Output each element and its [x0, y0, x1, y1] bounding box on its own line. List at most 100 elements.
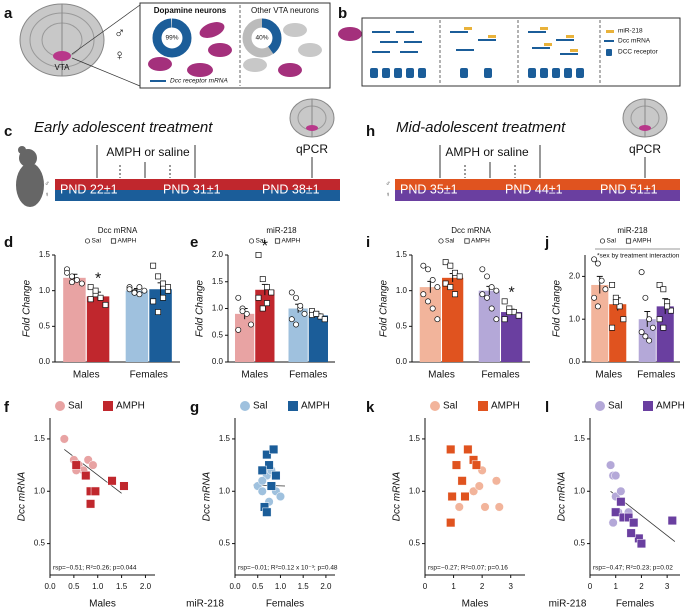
- data-point: [293, 321, 299, 328]
- data-point: [420, 291, 427, 298]
- data-point: [165, 284, 171, 291]
- data-point: [126, 286, 133, 293]
- legend-text: AMPH: [282, 238, 301, 245]
- data-point: [451, 460, 461, 470]
- y-axis-label: Dcc mRNA: [17, 471, 28, 521]
- panel-label: l: [545, 399, 549, 416]
- marker: [599, 238, 606, 244]
- legend-text: Sal: [607, 238, 617, 245]
- stats: rsp=−0.47; R²=0.23; p=0.02: [593, 565, 673, 572]
- legend-text: miR-218: [618, 28, 643, 35]
- marker: [595, 401, 605, 411]
- data-point: [442, 280, 449, 287]
- sex-symbol: ♂: [45, 181, 50, 188]
- data-point: [86, 499, 96, 509]
- region-label: VTA: [55, 63, 71, 72]
- y-tick-label: 0.5: [39, 321, 51, 330]
- panel-label: d: [4, 234, 13, 251]
- x-tick-label: Males: [241, 370, 268, 381]
- brain-icon: [19, 3, 141, 87]
- data-point: [150, 298, 157, 305]
- data-point: [71, 460, 81, 470]
- y-tick-label: 0.0: [396, 357, 408, 366]
- data-point: [102, 301, 109, 308]
- panel-label: c: [4, 123, 12, 140]
- data-point: [131, 289, 138, 296]
- data-point: [239, 308, 246, 315]
- data-point: [446, 444, 456, 454]
- legend-text: AMPH: [301, 401, 330, 412]
- x-tick-label: 1.5: [116, 582, 128, 591]
- data-point: [97, 294, 104, 301]
- data-point: [288, 289, 295, 296]
- x-tick-label: Males: [595, 370, 622, 381]
- panel-title: Early adolescent treatment: [34, 119, 213, 136]
- data-point: [81, 471, 91, 481]
- bar: [656, 306, 674, 362]
- data-point: [611, 507, 621, 517]
- data-point: [442, 259, 449, 266]
- mouse-icon: [16, 146, 44, 207]
- timepoint: PND 38±1: [262, 182, 320, 196]
- data-point: [649, 324, 656, 331]
- x-tick-label: 3: [665, 582, 670, 591]
- data-point: [646, 337, 653, 344]
- data-point: [255, 252, 262, 258]
- bar: [86, 296, 110, 362]
- data-point: [434, 284, 441, 291]
- data-point: [591, 294, 598, 301]
- data-point: [264, 460, 274, 470]
- marker: [438, 238, 444, 244]
- data-point: [656, 316, 663, 323]
- y-tick-label: 0.5: [409, 539, 421, 548]
- chart-title: miR-218: [266, 226, 297, 235]
- x-tick-label: 2.0: [320, 582, 332, 591]
- y-tick-label: 1.5: [219, 434, 231, 443]
- sex-symbol: ♂: [386, 181, 391, 188]
- x-axis-label: miR-218: [186, 599, 224, 610]
- x-axis-label: miR-218: [549, 599, 587, 610]
- chart-title: Dcc mRNA: [451, 226, 491, 235]
- y-tick-label: 0.5: [219, 539, 231, 548]
- neuron-cells: [148, 22, 322, 82]
- bar: [501, 312, 523, 362]
- injection-ticks: [96, 145, 196, 178]
- data-point: [594, 260, 601, 267]
- data-point: [616, 486, 626, 496]
- x-tick-label: Males: [73, 370, 100, 381]
- data-point: [602, 286, 609, 293]
- x-tick-label: Females: [289, 370, 327, 381]
- data-point: [257, 465, 267, 475]
- data-point: [447, 491, 457, 502]
- dividers: [439, 20, 601, 84]
- y-tick-label: 1.5: [574, 434, 586, 443]
- data-point: [92, 287, 99, 294]
- data-point: [447, 262, 454, 269]
- data-point: [446, 518, 456, 528]
- data-point: [484, 273, 490, 280]
- data-point: [656, 282, 663, 288]
- assay-label: qPCR: [629, 142, 661, 156]
- inset-title: Dopamine neurons: [154, 6, 227, 15]
- data-point: [469, 486, 479, 496]
- data-point: [257, 476, 267, 486]
- brain-icon: [289, 98, 335, 138]
- timeline-bar: [55, 190, 340, 201]
- legend-text: Dcc mRNA: [618, 38, 651, 45]
- y-tick-label: 1.5: [409, 434, 421, 443]
- legend-text: Sal: [68, 401, 82, 412]
- marker: [625, 238, 632, 244]
- data-point: [642, 333, 649, 340]
- data-point: [88, 460, 98, 470]
- annotation: *: [262, 238, 268, 255]
- data-point: [150, 262, 157, 269]
- legend-text: Sal: [445, 238, 455, 245]
- donut-arc: [242, 18, 282, 58]
- legend-text: Sal: [256, 238, 266, 245]
- data-point: [248, 321, 254, 328]
- sex-symbol: ♂: [114, 25, 125, 42]
- data-point: [136, 284, 143, 291]
- timepoint: PND 31±1: [163, 182, 221, 196]
- treatment-label: AMPH or saline: [445, 145, 529, 159]
- y-tick-label: 0.5: [34, 539, 46, 548]
